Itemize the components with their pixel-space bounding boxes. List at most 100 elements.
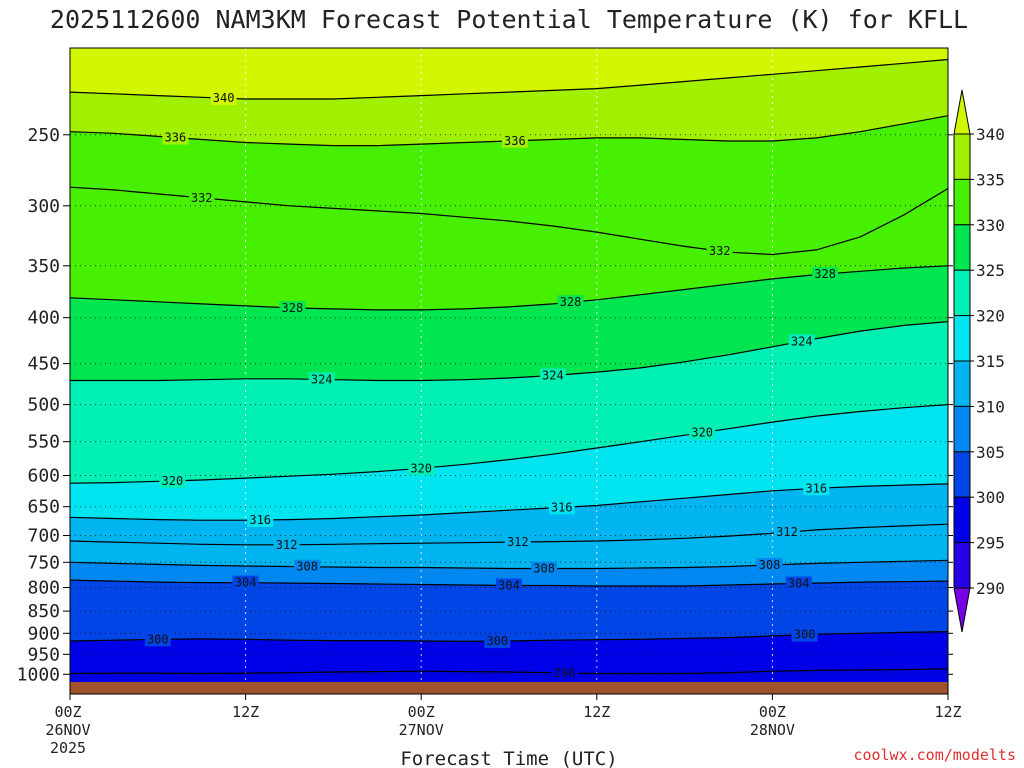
y-tick-label: 600 [27,466,60,487]
colorbar-label: 315 [976,352,1005,371]
contour-label-text: 296 [554,666,576,680]
contour-label-text: 316 [805,481,827,495]
contour-label-text: 332 [709,244,731,258]
y-tick-label: 550 [27,432,60,453]
contour-label: 324 [539,368,566,383]
colorbar-segment [953,133,971,180]
colorbar-label: 310 [976,397,1005,416]
colorbar-segment [953,496,971,544]
contour-label: 316 [247,513,274,527]
contour-label: 316 [803,481,830,496]
contour-label-text: 320 [410,461,432,475]
y-tick-label: 1000 [17,664,60,685]
contour-label-text: 316 [551,500,573,514]
colorbar-label: 340 [976,125,1005,144]
y-tick-label: 250 [27,125,60,146]
band-fill [70,580,948,642]
colorbar-label: 335 [976,170,1005,189]
colorbar: 290 295 300 305 310 315 320 325 330 335 340 [953,89,1005,633]
contour-label: 316 [548,500,575,515]
x-axis-label: Forecast Time (UTC) [400,748,617,768]
contour-label-text: 308 [296,560,318,574]
contour-label: 308 [294,559,321,574]
x-tick-label: 26NOV [45,721,90,739]
chart-title: 2025112600 NAM3KM Forecast Potential Tem… [50,5,968,34]
band-fill [70,483,948,545]
contour-label-text: 300 [794,628,816,642]
y-tick-label: 300 [27,196,60,217]
contour-label: 328 [557,295,584,310]
plot-area: 340 336 336 332 332 328 328 328 324 324 324 320 320 3… [70,48,948,682]
plot-frame [69,47,949,695]
colorbar-segment [953,451,971,498]
band-fill [70,321,948,484]
colorbar-label: 325 [976,261,1005,280]
band-fill [70,404,948,521]
colorbar-segment [953,178,971,226]
contour-label-text: 336 [165,131,187,145]
contour-label: 328 [279,300,306,315]
colorbar-segment [953,405,971,453]
contour-labels: 340 336 336 332 332 328 328 328 324 324 324 320 320 3… [144,91,839,680]
contour-label: 304 [785,576,812,591]
contour-label-text: 328 [282,301,304,315]
contour-label-text: 312 [276,538,298,552]
credit-text: coolwx.com/modelts [853,746,1016,764]
contour-label-text: 312 [507,535,529,549]
contour-label: 320 [159,473,186,488]
x-tick-label: 00Z [408,703,435,721]
band-fill [70,115,948,255]
ground-surface [70,682,948,694]
y-tick-label: 700 [27,526,60,547]
contour-label-text: 340 [213,91,235,105]
contour-label: 336 [501,133,528,148]
contour-296 [70,668,948,675]
contour-328 [70,265,948,311]
y-tick-label: 350 [27,256,60,277]
contour-320 [70,404,948,484]
y-tick-label: 400 [27,308,60,329]
y-tick-label: 850 [27,601,60,622]
band-fill [70,265,948,381]
contour-label: 328 [812,266,839,281]
colorbar-label: 330 [976,216,1005,235]
contour-label-text: 336 [504,134,526,148]
x-tick-label: 12Z [934,703,961,721]
colorbar-label: 300 [976,488,1005,507]
colorbar-segment [953,315,971,362]
x-tick-label: 2025 [50,739,86,757]
colorbar-label: 295 [976,534,1005,553]
colorbar-segment [953,269,971,317]
contour-label: 308 [756,558,783,572]
band-fill [70,668,948,682]
x-tick-label: 27NOV [399,721,444,739]
contour-label: 320 [689,425,716,440]
band-fill [70,187,948,310]
colorbar-segment [953,224,971,271]
x-tick-label: 28NOV [750,721,795,739]
contour-label: 332 [706,244,733,258]
contour-label-text: 316 [249,513,271,527]
contour-label: 308 [531,561,558,576]
contour-label: 332 [188,190,215,205]
contour-label: 312 [273,537,300,552]
colorbar-label: 305 [976,443,1005,462]
contour-label-text: 332 [191,191,213,205]
colorbar-max-arrow [953,89,971,135]
contour-label-text: 300 [147,632,169,646]
colorbar-segment [953,360,971,407]
colorbar-label: 290 [976,579,1005,598]
contour-label: 304 [232,575,259,590]
colorbar-min-arrow [953,587,971,633]
colorbar-label: 320 [976,307,1005,326]
contour-label: 320 [408,461,435,476]
contour-label: 336 [162,130,189,145]
contour-label: 324 [308,372,335,387]
contour-label-text: 328 [814,267,836,281]
contour-label-text: 304 [498,579,520,593]
band-fill [70,48,948,99]
x-tick-label: 12Z [583,703,610,721]
band-fill [70,59,948,146]
contour-label: 300 [484,634,511,649]
